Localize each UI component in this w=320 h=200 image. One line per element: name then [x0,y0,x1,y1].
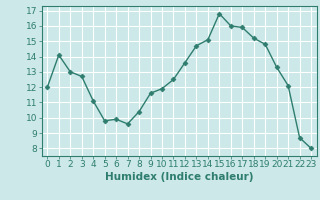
X-axis label: Humidex (Indice chaleur): Humidex (Indice chaleur) [105,172,253,182]
